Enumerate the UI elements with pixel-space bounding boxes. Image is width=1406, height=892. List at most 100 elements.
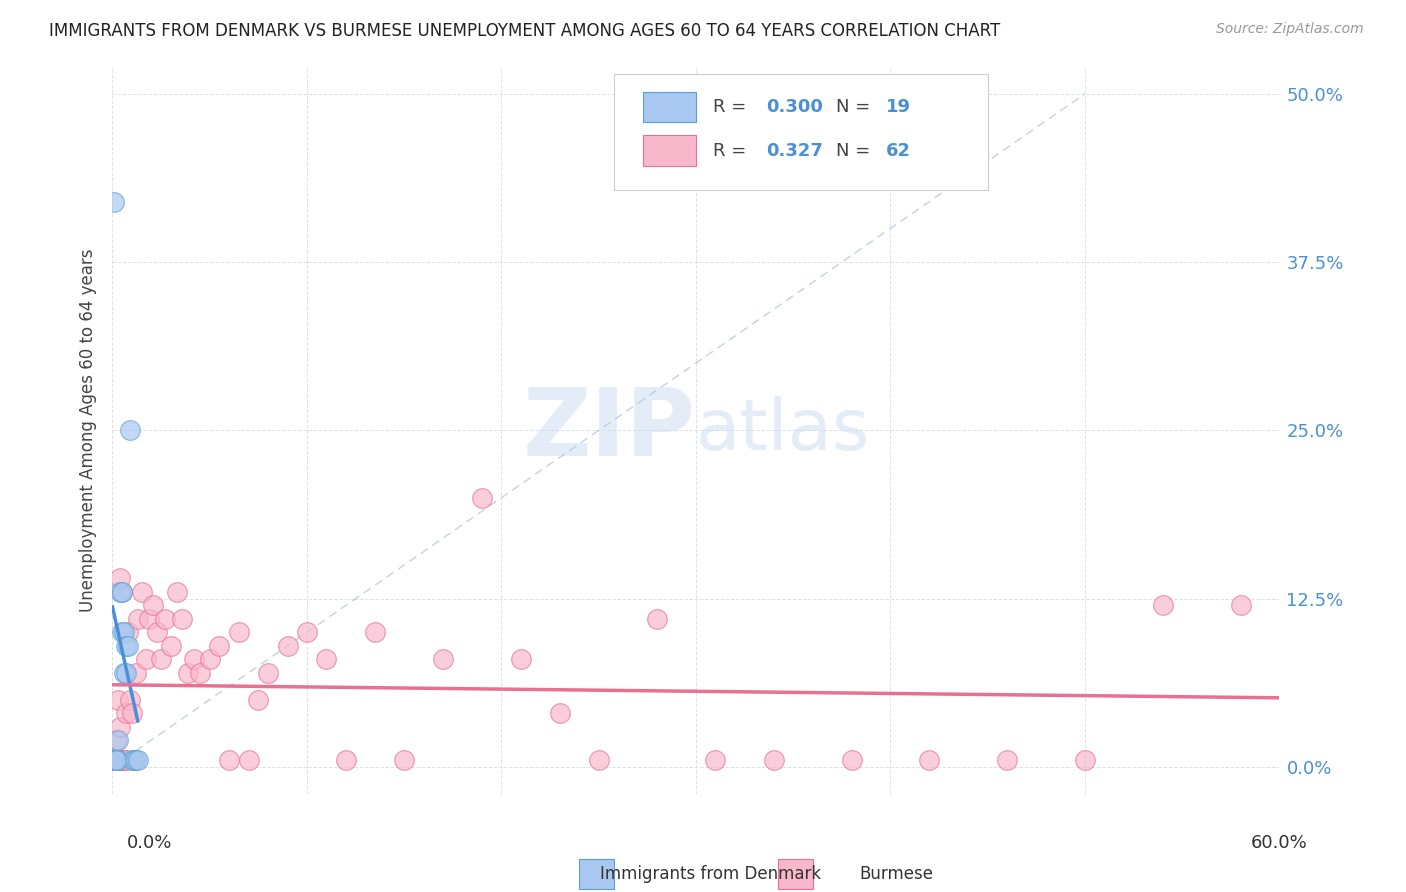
Point bbox=[183, 652, 205, 666]
Point bbox=[1152, 599, 1174, 613]
Point bbox=[841, 753, 863, 767]
FancyBboxPatch shape bbox=[614, 74, 987, 191]
Text: Source: ZipAtlas.com: Source: ZipAtlas.com bbox=[1216, 22, 1364, 37]
Point bbox=[118, 692, 141, 706]
Point bbox=[105, 753, 128, 767]
Point bbox=[112, 753, 135, 767]
Point bbox=[105, 733, 128, 747]
Point bbox=[218, 753, 240, 767]
Point bbox=[111, 625, 134, 640]
Text: N =: N = bbox=[837, 98, 876, 116]
Point bbox=[112, 753, 135, 767]
Point bbox=[117, 625, 139, 640]
Point bbox=[257, 665, 280, 680]
Point bbox=[121, 753, 143, 767]
Point bbox=[295, 625, 318, 640]
Point bbox=[103, 753, 125, 767]
FancyBboxPatch shape bbox=[778, 859, 813, 889]
Point bbox=[105, 753, 128, 767]
Point bbox=[146, 625, 169, 640]
Point bbox=[107, 753, 129, 767]
Text: R =: R = bbox=[713, 98, 752, 116]
Text: ZIP: ZIP bbox=[523, 384, 696, 476]
FancyBboxPatch shape bbox=[579, 859, 614, 889]
Point bbox=[122, 753, 145, 767]
Point bbox=[918, 753, 941, 767]
Point bbox=[103, 753, 125, 767]
Text: 0.0%: 0.0% bbox=[127, 834, 172, 852]
Point bbox=[112, 665, 135, 680]
Point bbox=[105, 753, 128, 767]
Point bbox=[117, 639, 139, 653]
Point bbox=[471, 491, 494, 505]
Text: IMMIGRANTS FROM DENMARK VS BURMESE UNEMPLOYMENT AMONG AGES 60 TO 64 YEARS CORREL: IMMIGRANTS FROM DENMARK VS BURMESE UNEMP… bbox=[49, 22, 1001, 40]
Point bbox=[762, 753, 785, 767]
Point bbox=[111, 585, 134, 599]
Point bbox=[238, 753, 260, 767]
Point bbox=[276, 639, 298, 653]
Text: 19: 19 bbox=[886, 98, 911, 116]
Point bbox=[160, 639, 183, 653]
Point bbox=[394, 753, 416, 767]
Point bbox=[121, 706, 143, 720]
FancyBboxPatch shape bbox=[644, 136, 696, 166]
Point bbox=[1074, 753, 1097, 767]
Point bbox=[335, 753, 357, 767]
Point bbox=[172, 612, 194, 626]
Point bbox=[208, 639, 231, 653]
Point bbox=[111, 585, 134, 599]
Text: Burmese: Burmese bbox=[859, 865, 934, 883]
Text: 60.0%: 60.0% bbox=[1251, 834, 1308, 852]
Point bbox=[110, 585, 132, 599]
Point bbox=[111, 753, 134, 767]
Point bbox=[125, 665, 148, 680]
Point bbox=[127, 612, 149, 626]
Point bbox=[588, 753, 610, 767]
Point bbox=[112, 625, 135, 640]
Point bbox=[125, 753, 148, 767]
Point bbox=[103, 194, 125, 209]
Point bbox=[142, 599, 165, 613]
Point bbox=[995, 753, 1018, 767]
Point bbox=[107, 733, 129, 747]
Point bbox=[364, 625, 387, 640]
Text: R =: R = bbox=[713, 142, 752, 160]
Point bbox=[107, 753, 129, 767]
Point bbox=[548, 706, 571, 720]
Point bbox=[122, 753, 145, 767]
Point bbox=[118, 424, 141, 438]
Point bbox=[115, 665, 138, 680]
Point bbox=[704, 753, 727, 767]
Point bbox=[127, 753, 149, 767]
Point bbox=[103, 753, 125, 767]
Point bbox=[166, 585, 188, 599]
Point bbox=[115, 639, 138, 653]
Point bbox=[150, 652, 173, 666]
FancyBboxPatch shape bbox=[644, 92, 696, 122]
Point bbox=[153, 612, 176, 626]
Point bbox=[1229, 599, 1251, 613]
Point bbox=[135, 652, 157, 666]
Point bbox=[110, 720, 132, 734]
Point bbox=[110, 572, 132, 586]
Point bbox=[315, 652, 337, 666]
Point bbox=[107, 753, 129, 767]
Point bbox=[247, 692, 270, 706]
Text: Immigrants from Denmark: Immigrants from Denmark bbox=[579, 865, 821, 883]
Y-axis label: Unemployment Among Ages 60 to 64 years: Unemployment Among Ages 60 to 64 years bbox=[79, 249, 97, 612]
Text: atlas: atlas bbox=[696, 396, 870, 465]
Point bbox=[138, 612, 160, 626]
Point bbox=[105, 753, 128, 767]
Point bbox=[198, 652, 221, 666]
Point bbox=[177, 665, 200, 680]
Point bbox=[228, 625, 250, 640]
Point bbox=[645, 612, 668, 626]
Text: 62: 62 bbox=[886, 142, 911, 160]
Point bbox=[509, 652, 531, 666]
Text: N =: N = bbox=[837, 142, 876, 160]
Point bbox=[115, 753, 138, 767]
Point bbox=[115, 706, 138, 720]
Text: 0.300: 0.300 bbox=[766, 98, 823, 116]
Point bbox=[131, 585, 153, 599]
Point bbox=[107, 692, 129, 706]
